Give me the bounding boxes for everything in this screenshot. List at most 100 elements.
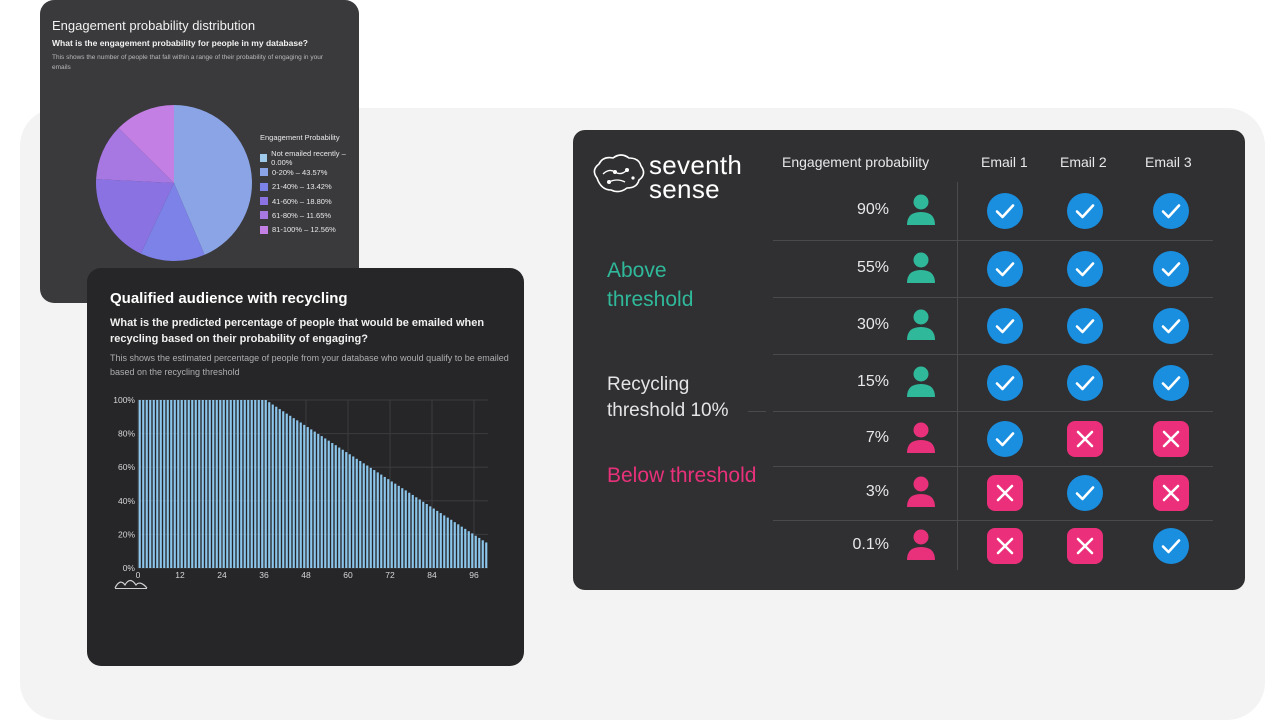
bar: [401, 488, 404, 568]
row-divider: [773, 520, 1213, 521]
bar: [138, 400, 141, 568]
y-tick-label: 60%: [118, 462, 135, 472]
x-tick-label: 84: [427, 570, 437, 580]
cross-icon: [1067, 420, 1103, 457]
bar: [359, 460, 362, 568]
legend-label: 21-40% – 13.42%: [272, 182, 332, 192]
legend-label: 61-80% – 11.65%: [272, 210, 332, 220]
pie-chart-card: Engagement probability distribution What…: [40, 0, 359, 303]
pie-slice: [118, 105, 174, 183]
check-icon: [1067, 192, 1103, 229]
bar: [180, 400, 183, 568]
bar: [373, 470, 376, 568]
y-tick-label: 0%: [123, 563, 136, 573]
bar: [184, 400, 187, 568]
bar: [194, 400, 197, 568]
person-icon: [906, 193, 936, 227]
bar: [376, 472, 379, 568]
legend-swatch: [260, 197, 268, 206]
x-tick-label: 72: [385, 570, 395, 580]
pie-slice: [96, 128, 174, 183]
x-tick-label: 12: [175, 570, 185, 580]
check-icon: [987, 420, 1023, 457]
cross-icon: [987, 475, 1023, 511]
bar: [369, 467, 372, 568]
bar: [481, 540, 484, 568]
bar-card-question: What is the predicted percentage of peop…: [110, 317, 485, 345]
group-label-below: Below threshold: [607, 464, 757, 487]
bar: [453, 522, 456, 568]
bar: [320, 436, 323, 568]
bar: [450, 519, 453, 568]
check-icon: [1067, 475, 1103, 511]
bar: [222, 400, 225, 568]
header-email-3: Email 3: [1145, 154, 1192, 170]
legend-label: 41-60% – 18.80%: [272, 196, 332, 206]
bar: [464, 528, 467, 568]
bar: [191, 400, 194, 568]
bar: [243, 400, 246, 568]
bar: [327, 440, 330, 568]
row-divider: [773, 411, 1213, 412]
bar: [170, 400, 173, 568]
pie-legend: Engagement Probability Not emailed recen…: [260, 133, 359, 237]
check-icon: [987, 192, 1023, 229]
legend-swatch: [260, 211, 268, 220]
group-label-above: Above threshold: [607, 259, 694, 311]
bar: [338, 447, 341, 568]
pie-slice: [174, 105, 252, 255]
header-engagement-probability: Engagement probability: [782, 154, 930, 170]
bar: [355, 458, 358, 568]
bar: [250, 400, 253, 568]
pie-card-title: Engagement probability distribution: [52, 18, 256, 33]
bar: [275, 406, 278, 568]
person-icon: [906, 528, 936, 562]
bar-card-description: This shows the estimated percentage of p…: [110, 353, 509, 377]
bar: [152, 400, 155, 568]
bar: [233, 400, 236, 568]
bar: [418, 499, 421, 568]
engagement-percentage: 90%: [856, 200, 889, 218]
bar: [142, 400, 145, 568]
legend-item: 41-60% – 18.80%: [260, 194, 359, 208]
y-tick-label: 40%: [118, 496, 135, 506]
pie-slice: [96, 179, 174, 254]
bar: [205, 400, 208, 568]
bar: [324, 438, 327, 568]
bar: [247, 400, 250, 568]
bar: [460, 526, 463, 568]
person-icon: [906, 365, 936, 399]
bar: [236, 400, 239, 568]
bar: [212, 400, 215, 568]
bar: [271, 404, 274, 568]
bar: [240, 400, 243, 568]
legend-swatch: [260, 225, 268, 234]
bar: [467, 531, 470, 568]
bar: [268, 402, 271, 568]
bar: [390, 481, 393, 568]
bar: [229, 400, 232, 568]
bar: [264, 400, 267, 568]
bar: [334, 445, 337, 568]
person-icon: [906, 421, 936, 455]
header-email-2: Email 2: [1060, 154, 1107, 170]
bar: [436, 510, 439, 568]
row-divider: [773, 354, 1213, 355]
x-tick-label: 24: [217, 570, 227, 580]
check-icon: [1067, 307, 1103, 344]
x-tick-label: 36: [259, 570, 269, 580]
engagement-percentage: 30%: [856, 315, 889, 333]
person-icon: [906, 308, 936, 342]
bar: [352, 456, 355, 568]
person-icon: [906, 251, 936, 285]
engagement-percentage: 0.1%: [852, 536, 889, 553]
bar: [159, 400, 162, 568]
bar: [145, 400, 148, 568]
recycling-threshold-line: [748, 411, 766, 412]
bar: [261, 400, 264, 568]
x-tick-label: 60: [343, 570, 353, 580]
legend-item: Not emailed recently – 0.00%: [260, 149, 359, 167]
bar: [303, 424, 306, 568]
legend-swatch: [260, 168, 268, 177]
bar: [310, 429, 313, 568]
